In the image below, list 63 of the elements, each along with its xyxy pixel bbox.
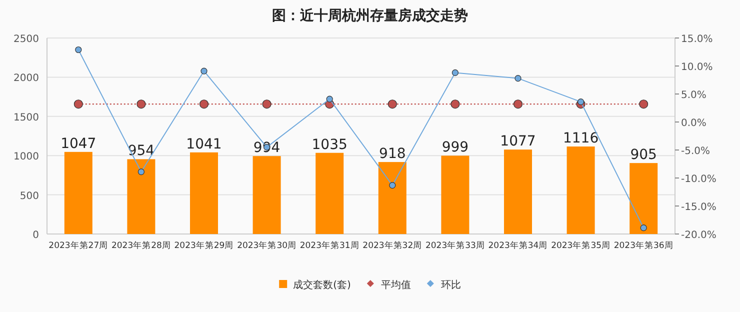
point — [514, 75, 522, 82]
y-tick-label: 0 — [32, 230, 39, 241]
y2-tick-label: -20.0% — [681, 230, 716, 241]
bar — [190, 152, 218, 234]
data-label: 1047 — [60, 136, 96, 152]
x-tick-label: 2023年第32周 — [362, 240, 422, 251]
x-tick-label: 2023年第35周 — [551, 240, 611, 251]
point — [639, 100, 648, 109]
x-tick-label: 2023年第31周 — [300, 240, 360, 251]
data-label: 905 — [630, 147, 657, 164]
data-label: 1116 — [562, 130, 599, 147]
point — [136, 100, 146, 109]
bar — [630, 163, 658, 234]
data-label: 1041 — [186, 136, 222, 152]
x-tick-label: 2023年第27周 — [48, 240, 108, 251]
point — [200, 68, 208, 74]
bar — [316, 152, 344, 234]
point — [450, 100, 460, 109]
legend-label: 环比 — [440, 279, 461, 291]
data-label: 999 — [442, 140, 469, 156]
point — [388, 100, 397, 109]
bar — [504, 150, 532, 234]
y2-tick-label: 15.0% — [681, 34, 713, 45]
y2-tick-label: -5.0% — [681, 146, 710, 157]
y2-tick-label: -15.0% — [681, 202, 716, 213]
bar — [378, 162, 406, 234]
y-tick-label: 1500 — [14, 112, 39, 124]
bar — [127, 159, 156, 234]
data-label: 918 — [379, 146, 406, 162]
x-tick-label: 2023年第28周 — [111, 240, 171, 251]
bar — [252, 156, 281, 234]
point — [578, 98, 584, 106]
point — [452, 69, 458, 76]
point — [138, 168, 144, 176]
point — [514, 100, 522, 109]
x-tick-label: 2023年第34周 — [488, 240, 548, 251]
x-tick-label: 2023年第29周 — [174, 240, 234, 251]
bar — [64, 152, 92, 234]
x-tick-label: 2023年第30周 — [237, 240, 297, 251]
data-label: 1035 — [312, 136, 348, 153]
bar — [441, 156, 470, 234]
point — [200, 100, 208, 109]
y2-tick-label: 0.0% — [681, 118, 706, 129]
y-tick-label: 500 — [20, 190, 39, 202]
chart-title: 图：近十周杭州存量房成交走势 — [272, 7, 468, 24]
y2-tick-label: 10.0% — [681, 62, 713, 73]
x-tick-label: 2023年第36周 — [614, 240, 674, 251]
x-tick-label: 2023年第33周 — [425, 240, 485, 251]
point — [262, 100, 272, 109]
point — [640, 224, 647, 232]
y-tick-label: 2500 — [14, 34, 39, 45]
point — [389, 182, 396, 189]
bar — [566, 146, 595, 234]
point — [75, 46, 82, 54]
y2-tick-label: -10.0% — [681, 174, 716, 185]
point — [74, 100, 83, 109]
legend-label: 平均值 — [380, 279, 411, 291]
point — [326, 96, 333, 102]
y2-tick-label: 5.0% — [681, 90, 706, 101]
data-label: 1077 — [500, 134, 536, 150]
y-tick-label: 1000 — [14, 152, 39, 163]
legend-label: 成交套数(套) — [293, 279, 351, 291]
y-tick-label: 2000 — [14, 73, 39, 84]
